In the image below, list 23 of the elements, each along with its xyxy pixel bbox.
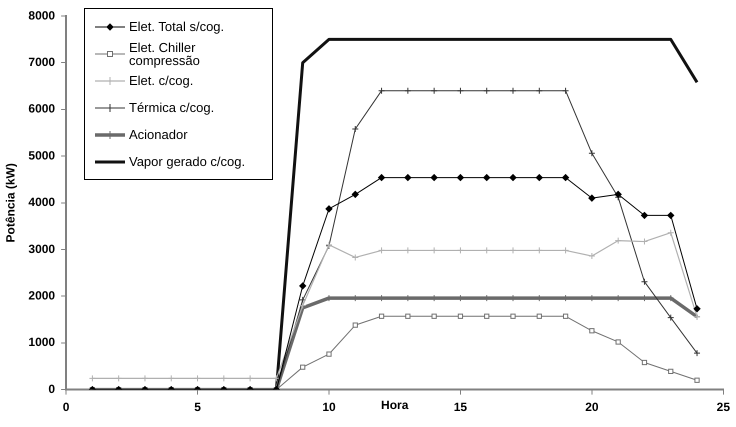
y-tick-label: 8000 <box>28 8 56 22</box>
x-tick-label: 15 <box>454 400 468 414</box>
y-tick-label: 3000 <box>28 242 56 256</box>
legend-label: Acionador <box>129 127 189 142</box>
x-tick-label: 20 <box>585 400 599 414</box>
y-tick-label: 7000 <box>28 55 56 70</box>
x-tick-label: 0 <box>62 400 70 414</box>
legend-label: Elet. Chiller compressão <box>129 40 201 68</box>
x-axis-title: Hora <box>381 398 409 412</box>
legend-label: Elet. c/cog. <box>129 73 194 88</box>
y-tick-label: 5000 <box>28 148 56 162</box>
y-tick-label: 2000 <box>28 288 56 303</box>
x-tick-label: 5 <box>194 400 202 414</box>
x-tick-label: 10 <box>322 400 336 414</box>
legend-label: Elet. Total s/cog. <box>129 19 226 34</box>
y-tick-label: 4000 <box>28 195 56 210</box>
y-tick-label: 0 <box>48 382 56 396</box>
legend-label: Vapor gerado c/cog. <box>129 154 246 169</box>
x-tick-label: 25 <box>716 400 730 414</box>
y-tick-label: 1000 <box>28 335 56 350</box>
y-tick-label: 6000 <box>28 102 56 116</box>
legend-label: Térmica c/cog. <box>129 100 216 115</box>
y-axis-title: Potência (kW) <box>4 163 18 242</box>
